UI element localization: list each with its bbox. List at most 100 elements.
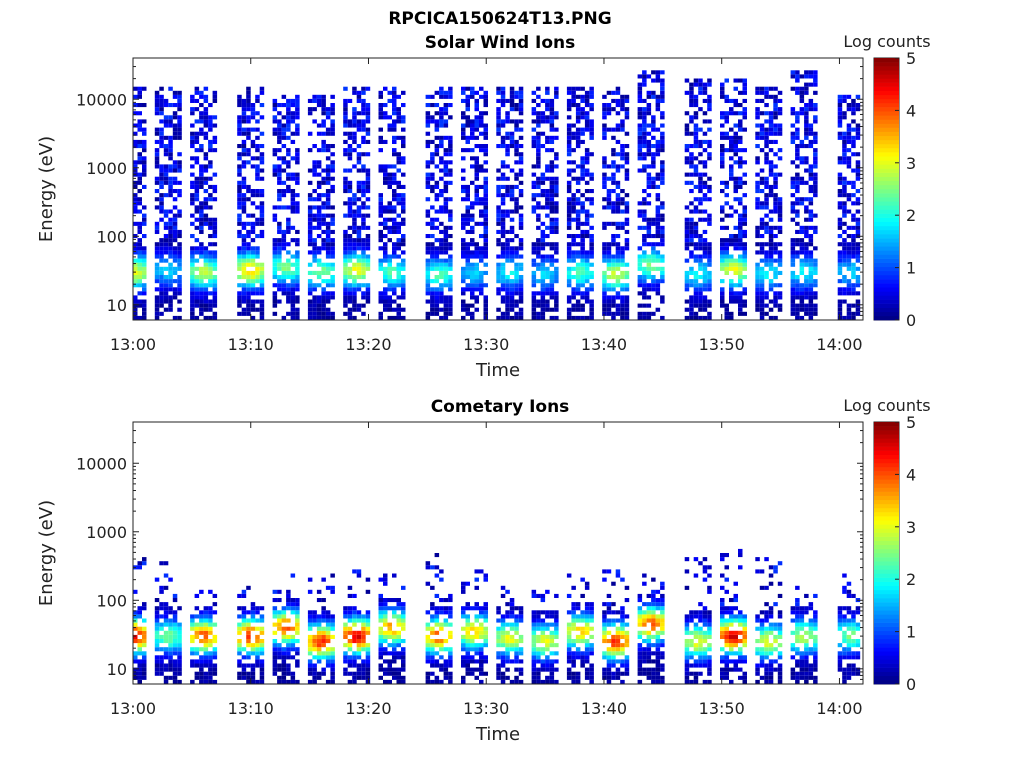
heatmap-cell — [343, 124, 348, 128]
heatmap-cell — [168, 623, 173, 627]
heatmap-cell — [159, 275, 164, 279]
heatmap-cell — [809, 279, 814, 283]
heatmap-cell — [484, 238, 489, 242]
heatmap-cell — [729, 255, 734, 259]
heatmap-cell — [260, 627, 265, 631]
heatmap-cell — [647, 91, 652, 95]
heatmap-cell — [177, 119, 182, 123]
heatmap-cell — [734, 103, 739, 107]
heatmap-cell — [260, 631, 265, 635]
heatmap-cell — [642, 140, 647, 144]
heatmap-cell — [366, 214, 371, 218]
heatmap-cell — [242, 238, 247, 242]
heatmap-cell — [348, 234, 353, 238]
heatmap-cell — [348, 255, 353, 259]
heatmap-cell — [430, 295, 435, 299]
heatmap-cell — [642, 316, 647, 320]
heatmap-cell — [778, 128, 783, 132]
heatmap-cell — [519, 152, 524, 156]
heatmap-cell — [190, 255, 195, 259]
heatmap-cell — [177, 287, 182, 291]
colorbar-step — [874, 169, 899, 173]
heatmap-cell — [401, 218, 406, 222]
heatmap-cell — [602, 279, 607, 283]
heatmap-cell — [809, 189, 814, 193]
heatmap-cell — [295, 598, 300, 602]
heatmap-cell — [795, 283, 800, 287]
heatmap-cell — [795, 87, 800, 91]
heatmap-cell — [251, 676, 256, 680]
heatmap-cell — [164, 300, 169, 304]
heatmap-cell — [475, 177, 480, 181]
heatmap-cell — [685, 160, 690, 164]
heatmap-cell — [242, 664, 247, 668]
heatmap-cell — [388, 598, 393, 602]
heatmap-cell — [242, 655, 247, 659]
heatmap-cell — [720, 259, 725, 263]
heatmap-cell — [343, 140, 348, 144]
heatmap-cell — [545, 103, 550, 107]
heatmap-cell — [720, 91, 725, 95]
heatmap-cell — [689, 152, 694, 156]
heatmap-cell — [479, 279, 484, 283]
heatmap-cell — [357, 574, 362, 578]
heatmap-cell — [514, 304, 519, 308]
heatmap-cell — [383, 279, 388, 283]
heatmap-cell — [138, 680, 143, 684]
heatmap-cell — [576, 234, 581, 238]
heatmap-cell — [291, 676, 296, 680]
heatmap-cell — [343, 275, 348, 279]
heatmap-cell — [295, 263, 300, 267]
heatmap-cell — [545, 136, 550, 140]
heatmap-cell — [571, 193, 576, 197]
heatmap-cell — [689, 312, 694, 316]
heatmap-cell — [656, 128, 661, 132]
heatmap-cell — [195, 594, 200, 598]
heatmap-cell — [138, 87, 143, 91]
heatmap-cell — [514, 91, 519, 95]
heatmap-cell — [173, 128, 178, 132]
heatmap-cell — [642, 164, 647, 168]
heatmap-cell — [475, 115, 480, 119]
heatmap-cell — [321, 291, 326, 295]
heatmap-cell — [773, 87, 778, 91]
heatmap-cell — [312, 99, 317, 103]
heatmap-cell — [246, 242, 251, 246]
heatmap-cell — [651, 181, 656, 185]
heatmap-cell — [638, 283, 643, 287]
heatmap-cell — [204, 222, 209, 226]
heatmap-cell — [168, 156, 173, 160]
heatmap-cell — [246, 115, 251, 119]
heatmap-cell — [554, 242, 559, 246]
heatmap-cell — [352, 226, 357, 230]
heatmap-cell — [260, 316, 265, 320]
heatmap-cell — [246, 655, 251, 659]
heatmap-cell — [430, 291, 435, 295]
heatmap-cell — [760, 226, 765, 230]
heatmap-cell — [317, 598, 322, 602]
heatmap-cell — [204, 169, 209, 173]
heatmap-cell — [392, 148, 397, 152]
heatmap-cell — [388, 295, 393, 299]
heatmap-cell — [698, 234, 703, 238]
heatmap-cell — [571, 255, 576, 259]
heatmap-cell — [616, 275, 621, 279]
heatmap-cell — [295, 602, 300, 606]
heatmap-cell — [159, 283, 164, 287]
heatmap-cell — [164, 291, 169, 295]
heatmap-cell — [330, 189, 335, 193]
heatmap-cell — [397, 152, 402, 156]
heatmap-cell — [660, 242, 665, 246]
heatmap-cell — [545, 283, 550, 287]
heatmap-cell — [536, 250, 541, 254]
heatmap-cell — [795, 255, 800, 259]
heatmap-cell — [656, 140, 661, 144]
heatmap-cell — [773, 140, 778, 144]
heatmap-cell — [177, 275, 182, 279]
heatmap-cell — [173, 610, 178, 614]
heatmap-cell — [519, 312, 524, 316]
heatmap-cell — [738, 300, 743, 304]
heatmap-cell — [856, 132, 861, 136]
heatmap-cell — [273, 610, 278, 614]
heatmap-cell — [773, 259, 778, 263]
